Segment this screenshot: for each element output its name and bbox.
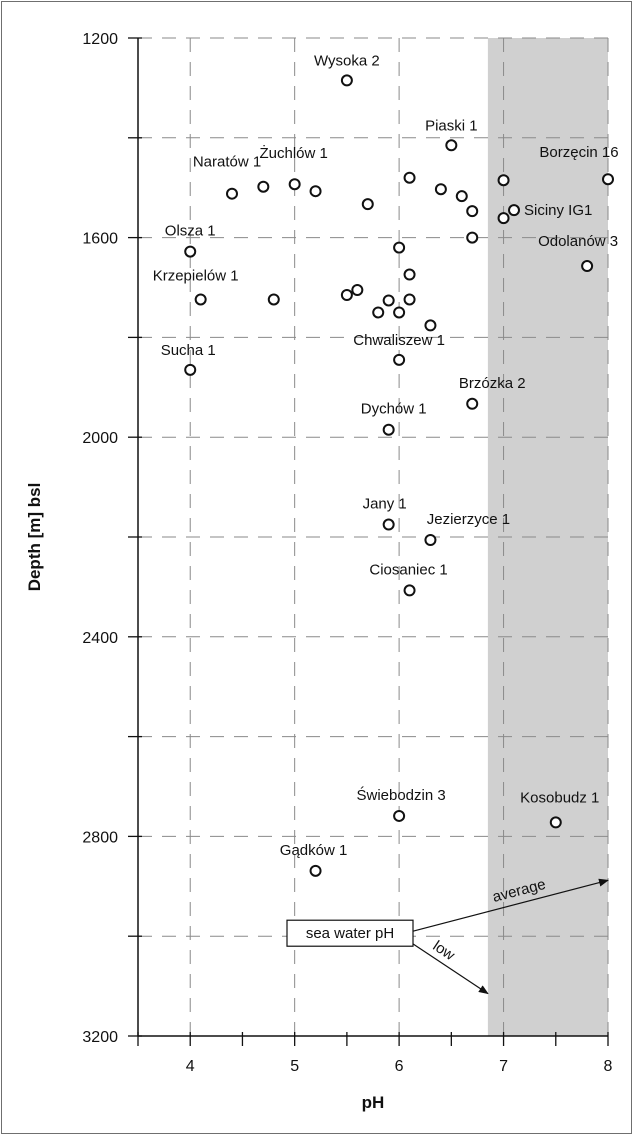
data-point [361,198,374,211]
data-point [424,533,437,546]
data-point [424,319,437,332]
point-label: Gądków 1 [280,842,348,859]
x-tick-label: 7 [499,1058,508,1075]
data-point [382,423,395,436]
point-label: Kosobudz 1 [520,789,599,806]
average-arrow [412,878,609,932]
y-tick-label: 1200 [82,31,118,48]
point-label: Chwaliszew 1 [353,332,445,349]
point-label: Krzepielów 1 [153,267,239,284]
data-point [309,864,322,877]
low-arrow [402,936,489,995]
data-point [267,293,280,306]
data-point [393,353,406,366]
point-label: Sucha 1 [161,342,216,359]
y-tick-label: 1600 [82,231,118,248]
sea-water-label: sea water pH [306,925,394,942]
data-point [184,245,197,258]
x-axis-title: pH [362,1093,385,1112]
y-tick-label: 3200 [82,1029,118,1046]
data-point [602,173,614,186]
x-tick-label: 4 [186,1058,195,1075]
point-label: Naratów 1 [193,154,261,171]
data-point [393,241,406,254]
point-label: Żuchlów 1 [259,144,327,162]
point-label: Siciny IG1 [524,202,592,219]
point-label: Świebodzin 3 [356,786,445,804]
data-point [466,397,479,410]
tick-labels: 1200 1600 2000 2400 2800 3200 4 5 6 7 8 [82,31,612,1075]
data-point [549,816,562,829]
sea-water-box [286,919,414,947]
data-point [445,139,458,152]
data-point [403,268,416,281]
point-label: Piaski 1 [425,117,478,134]
point-label: Dychów 1 [361,401,427,418]
data-point [581,260,594,273]
data-point [257,180,270,193]
point-label: Wysoka 2 [314,52,380,69]
axes [128,37,609,1046]
data-point [466,231,479,244]
y-tick-label: 2400 [82,630,118,647]
data-point [403,293,416,306]
data-point [340,288,353,301]
data-point [351,283,364,296]
low-label: low [430,938,458,965]
x-tick-label: 6 [395,1058,404,1075]
x-tick-label: 8 [604,1058,613,1075]
data-point [288,178,301,191]
data-point [382,294,395,307]
data-point [403,584,416,597]
data-point [382,518,395,531]
data-point [497,212,510,225]
data-point [508,204,520,217]
data-point [393,306,406,319]
point-label: Borzęcin 16 [539,144,618,161]
y-tick-label: 2800 [82,829,118,846]
data-point [184,363,197,376]
point-label: Brzózka 2 [459,375,526,392]
data-point [226,187,238,200]
data-point [340,74,353,87]
data-point [194,293,207,306]
point-label: Jezierzyce 1 [427,511,510,528]
point-label: Ciosaniec 1 [369,561,447,578]
data-point [455,190,468,203]
point-label: Jany 1 [363,496,407,513]
data-points [184,74,614,877]
y-tick-label: 2000 [82,430,118,447]
data-point [372,306,385,319]
point-label: Odolanów 3 [538,233,618,250]
point-label: Olsza 1 [165,223,216,240]
data-point [434,183,447,196]
y-axis-title: Depth [m] bsl [25,483,44,592]
data-point [393,809,406,822]
x-tick-label: 5 [290,1058,299,1075]
data-point [309,185,322,198]
data-point [497,174,510,187]
data-point [466,205,479,218]
data-point [403,171,416,184]
